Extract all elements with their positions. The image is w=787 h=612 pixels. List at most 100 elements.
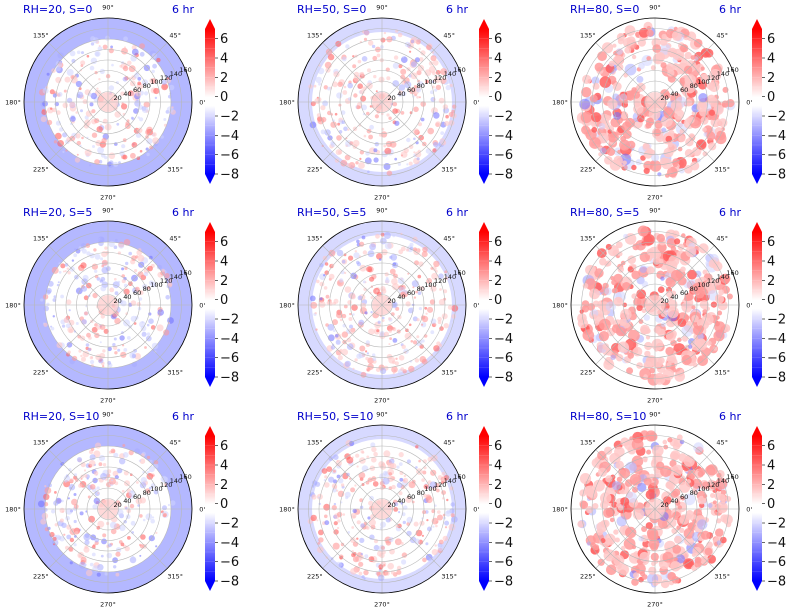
radial-tick-label: 100 [150, 281, 162, 289]
positive-anomaly-cell [720, 504, 728, 512]
positive-anomaly-cell [355, 161, 359, 165]
positive-anomaly-cell [632, 264, 637, 269]
colorbar-gradient [479, 436, 489, 581]
positive-anomaly-cell [405, 248, 410, 252]
negative-anomaly-cell [611, 481, 622, 491]
positive-anomaly-cell [94, 118, 100, 124]
positive-anomaly-cell [604, 156, 613, 165]
angle-tick-label: 225° [580, 369, 596, 377]
colorbar-tick-label: −8 [220, 575, 239, 590]
radial-tick-label: 20 [114, 501, 122, 509]
positive-anomaly-cell [120, 351, 127, 358]
negative-anomaly-cell [62, 150, 65, 153]
negative-anomaly-cell [154, 350, 157, 353]
negative-anomaly-cell [122, 452, 129, 458]
positive-anomaly-cell [333, 298, 339, 304]
angle-tick-label: 0° [199, 302, 206, 310]
positive-anomaly-cell [140, 534, 146, 540]
positive-anomaly-cell [388, 317, 392, 321]
positive-anomaly-cell [686, 116, 695, 124]
positive-anomaly-cell [627, 90, 634, 97]
positive-anomaly-cell [67, 326, 75, 334]
negative-anomaly-cell [168, 84, 175, 91]
negative-anomaly-cell [598, 123, 606, 130]
negative-anomaly-cell [126, 336, 131, 340]
positive-anomaly-cell [52, 107, 57, 113]
negative-anomaly-cell [90, 359, 95, 365]
positive-anomaly-cell [349, 477, 352, 480]
positive-anomaly-cell [414, 358, 420, 363]
negative-anomaly-cell [338, 478, 344, 484]
positive-anomaly-cell [114, 111, 121, 118]
positive-anomaly-cell [444, 276, 449, 281]
negative-anomaly-cell [108, 85, 115, 91]
colorbar-tick-label: 0 [220, 90, 228, 105]
colorbar-extend-max [205, 426, 215, 436]
negative-anomaly-cell [85, 343, 90, 347]
negative-anomaly-cell [338, 130, 343, 134]
positive-anomaly-cell [63, 317, 70, 323]
radial-tick-label: 40 [670, 293, 678, 301]
positive-anomaly-cell [712, 500, 717, 505]
positive-anomaly-cell [684, 559, 693, 568]
positive-anomaly-cell [119, 64, 123, 68]
angle-tick-label: 90° [376, 207, 388, 215]
positive-anomaly-cell [94, 159, 100, 165]
negative-anomaly-cell [100, 554, 104, 558]
positive-anomaly-cell [614, 537, 620, 543]
negative-anomaly-cell [317, 496, 320, 499]
positive-anomaly-cell [102, 533, 107, 538]
radial-tick-label: 20 [661, 297, 669, 305]
angular-grid-line [107, 101, 168, 162]
positive-anomaly-cell [341, 331, 348, 338]
negative-anomaly-cell [152, 63, 158, 69]
negative-anomaly-cell [371, 44, 376, 49]
angle-tick-label: 225° [307, 166, 323, 174]
colorbar-gradient [205, 29, 215, 174]
positive-anomaly-cell [324, 270, 330, 276]
positive-anomaly-cell [126, 536, 131, 540]
positive-anomaly-cell [121, 47, 128, 55]
angular-grid-line [322, 42, 383, 103]
positive-anomaly-cell [667, 142, 673, 148]
colorbar-tick-label: 2 [767, 478, 775, 493]
positive-anomaly-cell [622, 37, 633, 48]
positive-anomaly-cell [710, 301, 718, 308]
positive-anomaly-cell [371, 457, 377, 463]
positive-anomaly-cell [372, 481, 379, 487]
positive-anomaly-cell [706, 340, 712, 346]
angle-tick-label: 0° [746, 99, 753, 107]
positive-anomaly-cell [102, 44, 108, 50]
positive-anomaly-cell [316, 279, 320, 284]
positive-anomaly-cell [639, 251, 650, 263]
colorbar-tick-label: −6 [767, 148, 786, 163]
negative-anomaly-cell [129, 556, 137, 564]
positive-anomaly-cell [425, 312, 428, 315]
negative-anomaly-cell [359, 537, 365, 544]
positive-anomaly-cell [600, 492, 612, 504]
negative-anomaly-cell [112, 557, 118, 564]
positive-anomaly-cell [75, 478, 79, 482]
positive-anomaly-cell [101, 264, 104, 268]
negative-anomaly-cell [89, 102, 94, 107]
positive-anomaly-cell [438, 298, 446, 306]
negative-anomaly-cell [434, 88, 438, 92]
negative-anomaly-cell [373, 157, 379, 163]
angle-tick-label: 180° [279, 506, 295, 514]
negative-anomaly-cell [90, 57, 98, 64]
positive-anomaly-cell [657, 286, 665, 294]
positive-anomaly-cell [668, 255, 680, 267]
colorbar-gradient [205, 436, 215, 581]
positive-anomaly-cell [652, 477, 657, 482]
positive-anomaly-cell [96, 126, 103, 133]
negative-anomaly-cell [679, 439, 685, 445]
positive-anomaly-cell [641, 241, 646, 246]
panel-time-label: 6 hr [172, 3, 194, 16]
positive-anomaly-cell [418, 122, 422, 127]
positive-anomaly-cell [360, 450, 364, 454]
positive-anomaly-cell [314, 312, 317, 315]
positive-anomaly-cell [636, 362, 643, 369]
positive-anomaly-cell [608, 60, 615, 67]
